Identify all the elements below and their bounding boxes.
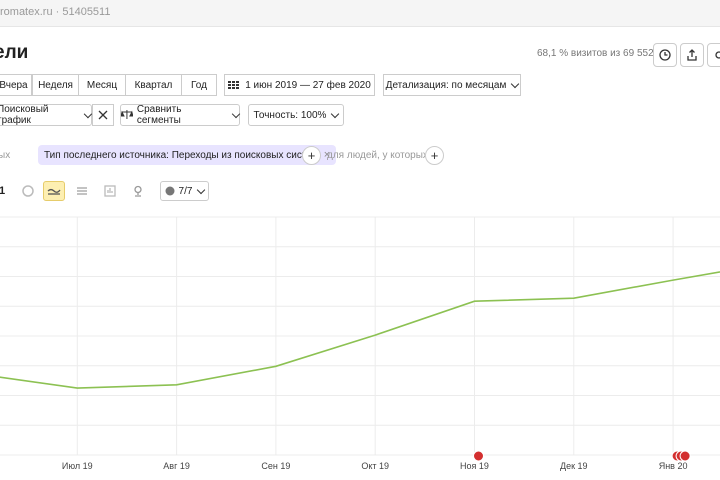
condition-prefix: ых (0, 150, 11, 161)
plus-icon: + (430, 148, 439, 163)
preset-year[interactable]: Год (182, 74, 217, 96)
gear-icon (715, 51, 720, 59)
area-chart-button[interactable] (71, 181, 93, 201)
event-marker[interactable] (473, 450, 484, 462)
map-pin-icon (134, 185, 142, 197)
chevron-down-icon (197, 185, 206, 194)
clear-segment-button[interactable] (92, 104, 114, 126)
x-tick-label: Июл 19 (62, 461, 93, 471)
detail-select[interactable]: Детализация: по месяцам (383, 74, 521, 96)
line-chart-icon (47, 188, 61, 195)
site-name: romatex.ru · 51405511 (0, 6, 111, 18)
add-people-condition-button[interactable]: + (425, 146, 444, 165)
close-icon[interactable]: × (323, 149, 331, 161)
visits-info: 68,1 % визитов из 69 552 (537, 48, 654, 59)
preset-yesterday[interactable]: Вчера (0, 74, 32, 96)
chevron-down-icon (511, 79, 520, 88)
notes-count: 7/7 (178, 185, 193, 197)
preset-month[interactable]: Месяц (79, 74, 126, 96)
compare-segments-button[interactable]: Сравнить сегменты (120, 104, 241, 126)
notes-button[interactable]: 7/7 (160, 181, 209, 201)
pie-icon (22, 185, 34, 197)
date-range-label: 1 июн 2019 — 27 фев 2020 (245, 79, 371, 91)
period-presets: Вчера Неделя Месяц Квартал Год (0, 74, 218, 96)
bar-chart-icon (104, 185, 116, 197)
stacked-icon (77, 186, 87, 195)
scales-icon (121, 110, 133, 119)
chevron-down-icon (231, 109, 241, 118)
accuracy-select[interactable]: Точность: 100% (248, 104, 344, 126)
pie-chart-button[interactable] (17, 181, 39, 201)
line-chart-button[interactable] (43, 181, 65, 201)
site-bar: romatex.ru · 51405511 (0, 0, 720, 27)
segment-select[interactable]: Поисковый трафик (0, 104, 93, 126)
date-range-button[interactable]: 1 июн 2019 — 27 фев 2020 (224, 74, 375, 96)
segment-label: Поисковый трафик (0, 104, 49, 126)
compare-label: Сравнить сегменты (136, 104, 182, 126)
upload-icon (687, 49, 697, 61)
export-button[interactable] (680, 43, 704, 67)
close-icon (98, 110, 108, 120)
column-chart-button[interactable] (99, 181, 121, 201)
x-tick-label: Авг 19 (163, 461, 190, 471)
source-filter-chip[interactable]: Тип последнего источника: Переходы из по… (38, 145, 337, 165)
page-title: ели (0, 42, 29, 63)
chip-label: Тип последнего источника: Переходы из по… (44, 149, 319, 161)
add-condition-button[interactable]: + (302, 146, 321, 165)
accuracy-label: Точность: 100% (253, 109, 327, 121)
event-marker[interactable] (679, 450, 691, 462)
preset-week[interactable]: Неделя (32, 74, 79, 96)
visits-line-chart: Июл 19 Авг 19 Сен 19 Окт 19 Ноя 19 Дек 19 Янв … (0, 216, 720, 471)
x-tick-label: Ноя 19 (460, 461, 489, 471)
history-button[interactable] (653, 43, 677, 67)
settings-button[interactable] (707, 43, 720, 67)
x-tick-label: Дек 19 (560, 461, 588, 471)
x-tick-label: Янв 20 (659, 461, 688, 471)
map-chart-button[interactable] (127, 181, 149, 201)
comment-icon (165, 186, 175, 196)
calendar-icon (228, 81, 240, 89)
clock-icon (659, 49, 671, 61)
series-line[interactable] (0, 263, 720, 389)
preset-quarter[interactable]: Квартал (126, 74, 182, 96)
people-condition-text: для людей, у которых (327, 150, 428, 161)
toolbar-label: 1 (0, 185, 6, 197)
x-tick-label: Сен 19 (261, 461, 290, 471)
plus-icon: + (307, 148, 316, 163)
x-tick-label: Окт 19 (361, 461, 389, 471)
detail-label: Детализация: по месяцам (385, 79, 507, 91)
chevron-down-icon (331, 109, 340, 118)
